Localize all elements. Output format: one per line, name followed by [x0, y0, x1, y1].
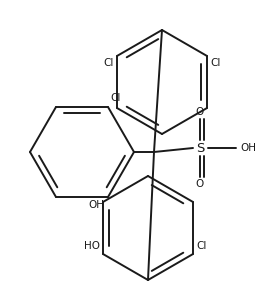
Text: O: O [196, 179, 204, 189]
Text: Cl: Cl [196, 241, 206, 251]
Text: S: S [196, 141, 204, 155]
Text: Cl: Cl [210, 58, 220, 68]
Text: OH: OH [240, 143, 256, 153]
Text: HO: HO [84, 241, 100, 251]
Text: O: O [196, 107, 204, 117]
Text: Cl: Cl [104, 58, 114, 68]
Text: Cl: Cl [110, 93, 120, 103]
Text: OH: OH [88, 200, 104, 210]
